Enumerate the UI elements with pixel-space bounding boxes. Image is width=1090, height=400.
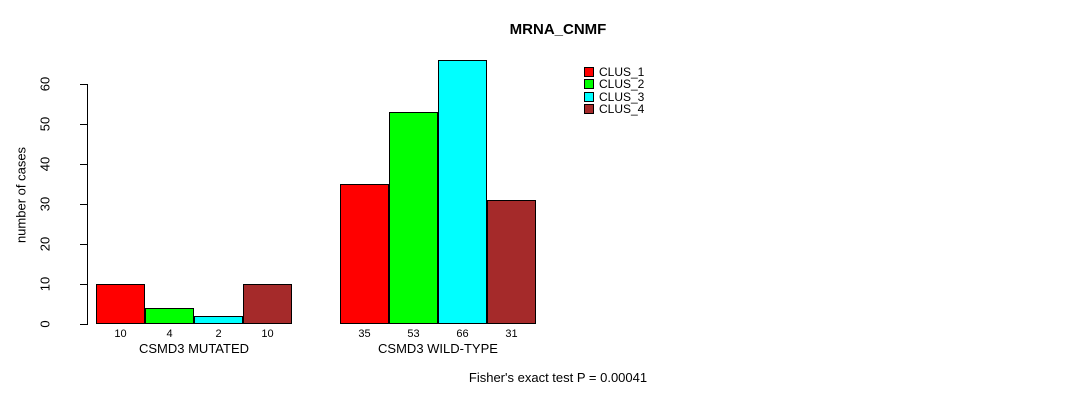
y-tick-mark (80, 84, 87, 85)
bar-clus_3-group1 (194, 316, 243, 324)
bar-value-label: 4 (166, 328, 173, 340)
y-axis-title: number of cases (13, 146, 29, 244)
statistical-test-annotation: Fisher's exact test P = 0.00041 (468, 370, 648, 385)
y-tick-label: 60 (37, 76, 53, 92)
y-tick-mark (80, 124, 87, 125)
legend-label: CLUS_2 (599, 77, 645, 91)
group-label-2: CSMD3 WILD-TYPE (378, 341, 498, 356)
legend-swatch-clus_4 (584, 104, 594, 114)
legend-item-clus_2: CLUS_2 (584, 77, 645, 91)
y-tick-label: 10 (37, 276, 53, 292)
legend-label: CLUS_1 (599, 64, 645, 79)
y-tick-mark (80, 284, 87, 285)
y-tick-mark (80, 244, 87, 245)
bar-clus_2-group2 (389, 112, 438, 324)
y-tick-mark (80, 324, 87, 325)
bar-value-label: 2 (215, 328, 222, 340)
bar-value-label: 10 (261, 328, 274, 340)
legend-label: CLUS_4 (599, 102, 645, 116)
bar-value-label: 35 (358, 328, 371, 340)
bar-clus_1-group2 (340, 184, 389, 324)
bar-clus_3-group2 (438, 60, 487, 324)
y-tick-label: 0 (37, 320, 53, 328)
chart-title: MRNA_CNMF (509, 21, 607, 38)
legend-item-clus_4: CLUS_4 (584, 102, 645, 116)
y-tick-label: 30 (37, 196, 53, 212)
bar-clus_2-group1 (145, 308, 194, 324)
y-tick-label: 50 (37, 116, 53, 132)
legend-swatch-clus_2 (584, 79, 594, 89)
y-tick-mark (80, 164, 87, 165)
y-tick-label: 40 (37, 156, 53, 172)
bar-value-label: 53 (407, 328, 420, 340)
legend-label: CLUS_3 (599, 89, 645, 104)
bar-clus_4-group1 (243, 284, 292, 324)
legend-item-clus_3: CLUS_3 (584, 89, 645, 104)
group-label-1: CSMD3 MUTATED (138, 341, 250, 356)
legend-item-clus_1: CLUS_1 (584, 64, 645, 79)
y-axis-line (87, 84, 88, 325)
bar-value-label: 66 (456, 328, 469, 340)
y-tick-mark (80, 204, 87, 205)
legend-swatch-clus_3 (584, 91, 594, 102)
legend-swatch-clus_1 (584, 66, 594, 77)
bar-clus_1-group1 (96, 284, 145, 324)
bar-value-label: 31 (505, 328, 518, 340)
bar-clus_4-group2 (487, 200, 536, 324)
y-tick-label: 20 (37, 236, 53, 252)
bar-value-label: 10 (114, 328, 127, 340)
